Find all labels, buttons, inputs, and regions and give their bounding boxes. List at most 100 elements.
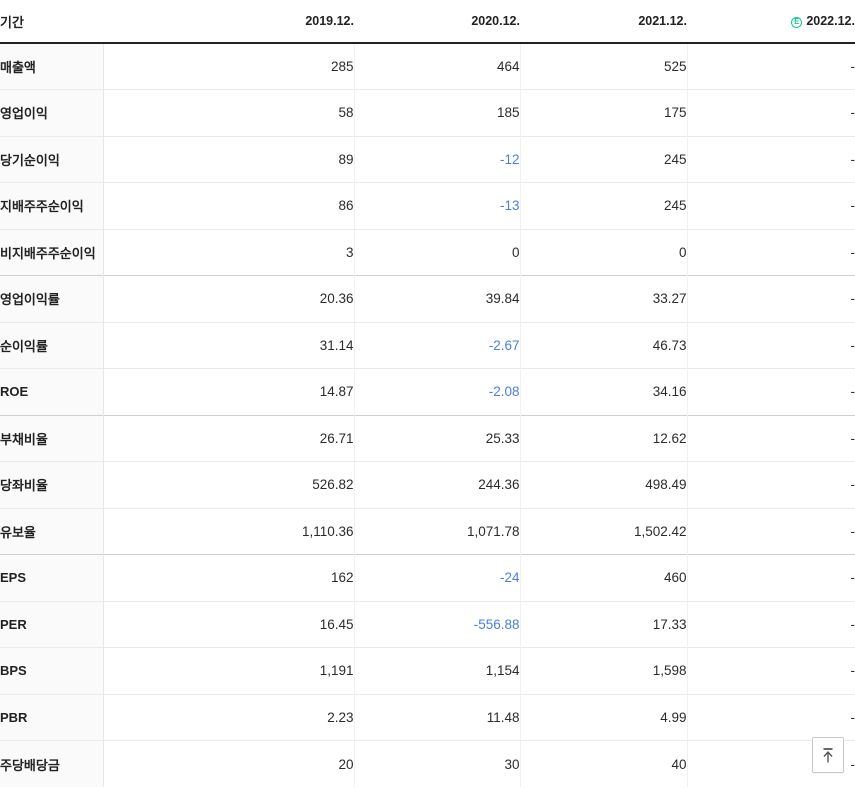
row-label: 주당배당금 [0, 740, 104, 787]
table-row: 유보율 1,110.36 1,071.78 1,502.42- [0, 507, 855, 555]
estimate-icon: E [791, 16, 803, 28]
value-cell: - [686, 182, 855, 229]
value-cell: 244.36 [353, 461, 520, 508]
value-cell: 25.33 [353, 414, 520, 462]
year-column-header: 2021.12. [520, 0, 687, 44]
value-cell: - [686, 228, 855, 276]
value-cell: 26.71 [103, 414, 354, 462]
value-cell: 1,598 [519, 647, 687, 694]
value-cell: - [686, 368, 855, 415]
value-cell: 14.87 [103, 368, 354, 415]
value-cell: - [686, 693, 855, 741]
value-cell: -2.67 [353, 321, 520, 369]
value-cell: -12 [353, 135, 520, 183]
row-label: 유보율 [0, 507, 104, 555]
value-cell: 1,502.42 [519, 507, 687, 555]
row-label: 영업이익 [0, 89, 104, 136]
table-row: 매출액 285 464 525- [0, 43, 855, 90]
value-cell: 285 [103, 43, 354, 90]
value-cell: 0 [353, 228, 520, 276]
table-body: 매출액 285 464 525- 영업이익 58 185 175- 당기순이익 89 -12 245-… [0, 43, 855, 787]
table-row: 비지배주주순이익 3 0 0- [0, 228, 855, 276]
row-label: 매출액 [0, 43, 104, 90]
row-label: 당좌비율 [0, 461, 104, 508]
table-row: PBR 2.23 11.48 4.99- [0, 693, 855, 741]
table-row: 순이익률 31.14 -2.67 46.73- [0, 321, 855, 369]
value-cell: 39.84 [353, 275, 520, 322]
table-row: 당기순이익 89 -12 245- [0, 135, 855, 183]
row-label: PBR [0, 693, 104, 741]
row-label: 지배주주순이익 [0, 182, 104, 229]
value-cell: 460 [519, 554, 687, 601]
value-cell: 34.16 [519, 368, 687, 415]
row-label: PER [0, 600, 104, 648]
table-row: 부채비율 26.71 25.33 12.62- [0, 414, 855, 462]
table-row: 영업이익률 20.36 39.84 33.27- [0, 275, 855, 322]
value-cell: - [686, 275, 855, 322]
value-cell: 526.82 [103, 461, 354, 508]
value-cell: 16.45 [103, 600, 354, 648]
arrow-up-to-top-icon [821, 747, 835, 764]
value-cell: 498.49 [519, 461, 687, 508]
value-cell: 30 [353, 740, 520, 787]
value-cell: 40 [519, 740, 687, 787]
value-cell: 20 [103, 740, 354, 787]
value-cell: 46.73 [519, 321, 687, 369]
scroll-to-top-button[interactable] [812, 737, 844, 773]
year-column-header: 2019.12. [103, 0, 354, 44]
table-row: 영업이익 58 185 175- [0, 89, 855, 136]
value-cell: 86 [103, 182, 354, 229]
value-cell: - [686, 43, 855, 90]
value-cell: 525 [519, 43, 687, 90]
value-cell: 4.99 [519, 693, 687, 741]
value-cell: 12.62 [519, 414, 687, 462]
value-cell: -556.88 [353, 600, 520, 648]
value-cell: 89 [103, 135, 354, 183]
value-cell: 245 [519, 182, 687, 229]
table-row: 주당배당금 20 30 40- [0, 740, 855, 787]
value-cell: 20.36 [103, 275, 354, 322]
value-cell: 1,071.78 [353, 507, 520, 555]
value-cell: 3 [103, 228, 354, 276]
value-cell: 464 [353, 43, 520, 90]
value-cell: - [686, 554, 855, 601]
table-row: ROE 14.87 -2.08 34.16- [0, 368, 855, 415]
value-cell: - [686, 414, 855, 462]
year-column-header: 2020.12. [354, 0, 520, 44]
value-cell: - [686, 89, 855, 136]
header-row: 기간 2019.12. 2020.12. 2021.12. E 2022.12. [0, 0, 855, 44]
row-label: 부채비율 [0, 414, 104, 462]
value-cell: 1,191 [103, 647, 354, 694]
value-cell: 1,110.36 [103, 507, 354, 555]
value-cell: 245 [519, 135, 687, 183]
value-cell: 1,154 [353, 647, 520, 694]
row-label: EPS [0, 554, 104, 601]
value-cell: 162 [103, 554, 354, 601]
table-row: 지배주주순이익 86 -13 245- [0, 182, 855, 229]
value-cell: - [686, 507, 855, 555]
row-label: 비지배주주순이익 [0, 228, 104, 276]
value-cell: 33.27 [519, 275, 687, 322]
value-cell: 175 [519, 89, 687, 136]
value-cell: - [686, 600, 855, 648]
value-cell: 58 [103, 89, 354, 136]
value-cell: -2.08 [353, 368, 520, 415]
value-cell: - [686, 461, 855, 508]
table-row: EPS 162 -24 460- [0, 554, 855, 601]
value-cell: - [686, 321, 855, 369]
value-cell: 17.33 [519, 600, 687, 648]
value-cell: -13 [353, 182, 520, 229]
row-label: ROE [0, 368, 104, 415]
value-cell: - [686, 647, 855, 694]
table-row: 당좌비율 526.82 244.36 498.49- [0, 461, 855, 508]
row-label: 순이익률 [0, 321, 104, 369]
value-cell: 31.14 [103, 321, 354, 369]
value-cell: - [686, 135, 855, 183]
value-cell: 185 [353, 89, 520, 136]
table-row: PER 16.45 -556.88 17.33- [0, 600, 855, 648]
value-cell: -24 [353, 554, 520, 601]
row-label: 영업이익률 [0, 275, 104, 322]
value-cell: 2.23 [103, 693, 354, 741]
